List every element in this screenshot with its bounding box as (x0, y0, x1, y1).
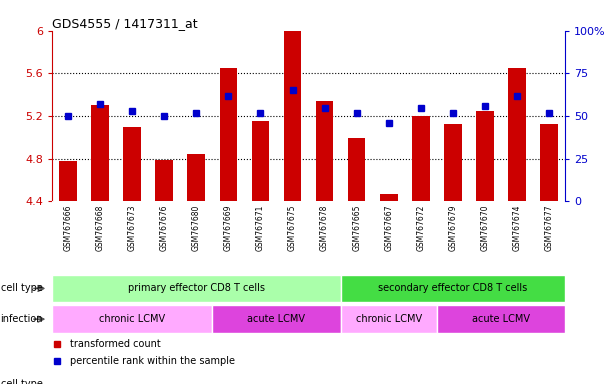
Bar (252, 121, 269, 201)
Bar (52, 305, 213, 333)
Text: GSM767669: GSM767669 (224, 205, 233, 252)
Bar (123, 127, 141, 201)
Text: cell type: cell type (1, 379, 43, 384)
Text: GSM767665: GSM767665 (352, 205, 361, 252)
Text: GSM767674: GSM767674 (513, 205, 522, 252)
Text: GSM767675: GSM767675 (288, 205, 297, 252)
Bar (188, 154, 205, 201)
Bar (91, 105, 109, 201)
Bar (52, 275, 341, 302)
Text: GSM767680: GSM767680 (192, 205, 201, 252)
Text: GDS4555 / 1417311_at: GDS4555 / 1417311_at (52, 17, 197, 30)
Bar (540, 124, 558, 201)
Text: GSM767676: GSM767676 (159, 205, 169, 252)
Bar (59, 161, 77, 201)
Text: GSM767668: GSM767668 (95, 205, 104, 252)
Bar (508, 68, 526, 201)
Text: GSM767679: GSM767679 (448, 205, 458, 252)
Text: GSM767671: GSM767671 (256, 205, 265, 252)
Text: GSM767677: GSM767677 (544, 205, 554, 252)
Bar (284, 31, 301, 201)
Text: GSM767667: GSM767667 (384, 205, 393, 252)
Bar (437, 305, 565, 333)
Text: primary effector CD8 T cells: primary effector CD8 T cells (128, 283, 265, 293)
Text: GSM767678: GSM767678 (320, 205, 329, 252)
Text: GSM767672: GSM767672 (416, 205, 425, 252)
Text: chronic LCMV: chronic LCMV (356, 314, 422, 324)
Bar (444, 124, 462, 201)
Bar (348, 139, 365, 201)
Bar (341, 305, 437, 333)
Text: transformed count: transformed count (70, 339, 161, 349)
Bar (219, 68, 237, 201)
Bar (341, 275, 565, 302)
Bar (155, 160, 173, 201)
Text: GSM767670: GSM767670 (480, 205, 489, 252)
Bar (380, 194, 398, 201)
Text: GSM767666: GSM767666 (64, 205, 73, 252)
Text: acute LCMV: acute LCMV (247, 314, 306, 324)
Text: chronic LCMV: chronic LCMV (99, 314, 165, 324)
Bar (316, 101, 334, 201)
Text: cell type: cell type (1, 283, 43, 293)
Text: infection: infection (1, 314, 43, 324)
Text: secondary effector CD8 T cells: secondary effector CD8 T cells (378, 283, 527, 293)
Text: acute LCMV: acute LCMV (472, 314, 530, 324)
Bar (476, 111, 494, 201)
Bar (213, 305, 341, 333)
Text: percentile rank within the sample: percentile rank within the sample (70, 356, 235, 366)
Text: GSM767673: GSM767673 (128, 205, 137, 252)
Bar (412, 116, 430, 201)
